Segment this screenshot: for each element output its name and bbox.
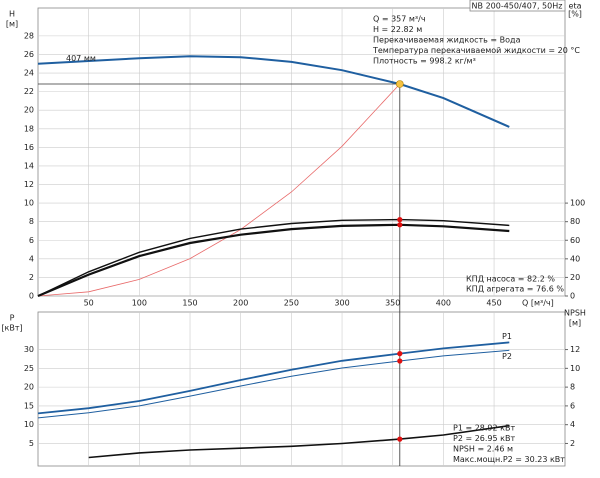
title-box [469,0,566,12]
y2-axis-unit: [%] [568,10,582,19]
info-line: Макс.мощн.P2 = 30.23 кВт [453,455,565,464]
y-axis-unit: [м] [6,20,18,29]
y-tick-label: 4 [29,254,34,263]
curve-label: P1 [502,332,512,341]
operating-dot [397,217,403,223]
y2-tick-label: 0 [570,292,575,301]
x-tick-label: 150 [182,299,197,308]
x-tick-label: 300 [334,299,349,308]
operating-dot [397,436,403,442]
y2-tick-label: 6 [570,401,575,410]
info-line: NPSH = 2.46 м [453,445,513,454]
y2-tick-label: 8 [570,383,575,392]
operating-dot [397,358,403,364]
y2-tick-label: 10 [570,364,580,373]
y-tick-label: 22 [24,87,34,96]
y2-tick-label: 40 [570,254,580,263]
y2-axis-label: eta [569,2,582,11]
y-axis-unit: [кВт] [1,324,22,333]
curve [88,424,510,459]
x-tick-label: 100 [132,299,147,308]
info-line: H = 22.82 м [373,25,422,34]
info-line: КПД насоса = 82.2 % [466,275,555,284]
y-tick-label: 24 [24,69,34,78]
x-tick-label: 350 [385,299,400,308]
x-tick-label: 50 [84,299,94,308]
curve [37,341,510,415]
curve [37,223,510,298]
y-tick-label: 6 [29,236,34,245]
curve [37,55,510,128]
y-tick-label: 20 [24,383,34,392]
y-tick-label: 28 [24,31,34,40]
y2-tick-label: 100 [570,199,585,208]
info-line: Перекачиваемая жидкость = Вода [373,36,521,45]
info-line: P2 = 26.95 кВт [453,434,515,443]
y2-tick-label: 4 [570,420,575,429]
y-tick-label: 20 [24,106,34,115]
curve [37,218,510,297]
y-tick-label: 25 [24,364,34,373]
y-tick-label: 26 [24,50,34,59]
y-tick-label: 12 [24,180,34,189]
info-line: Плотность = 998.2 кг/м³ [373,57,476,66]
y2-tick-label: 12 [570,345,580,354]
y-tick-label: 18 [24,124,34,133]
y2-axis-label: NPSH [564,309,586,318]
chart-title: NB 200-450/407, 50Hz [472,2,563,11]
x-tick-label: 450 [486,299,501,308]
x-tick-label: 400 [436,299,451,308]
curve [37,83,401,297]
y-tick-label: 5 [29,439,34,448]
y-axis-label: H [9,10,15,19]
plot-frame [37,311,566,467]
y-axis-label: P [10,314,15,323]
y-tick-label: 30 [24,345,34,354]
y2-tick-label: 2 [570,439,575,448]
curve-label: P2 [502,352,512,361]
y-tick-label: 2 [29,273,34,282]
curve [37,349,510,419]
y2-tick-label: 80 [570,217,580,226]
y2-tick-label: 60 [570,236,580,245]
info-line: КПД агрегата = 76.6 % [466,285,564,294]
y2-axis-unit: [м] [569,319,581,328]
info-line: Q = 357 м³/ч [373,15,426,24]
x-axis-label: Q [м³/ч] [522,299,554,308]
y-tick-label: 10 [24,420,34,429]
y-tick-label: 16 [24,143,34,152]
y-tick-label: 15 [24,401,34,410]
info-line: Температура перекачиваемой жидкости = 20… [372,46,580,55]
y-tick-label: 0 [29,292,34,301]
operating-dot [397,222,403,228]
info-line: P1 = 28.92 кВт [453,424,515,433]
duty-point [396,80,404,88]
y-tick-label: 14 [24,161,34,170]
y2-tick-label: 20 [570,273,580,282]
curve-label: 407 мм [66,54,96,63]
x-tick-label: 250 [284,299,299,308]
y-tick-label: 10 [24,199,34,208]
x-tick-label: 200 [233,299,248,308]
y-tick-label: 8 [29,217,34,226]
operating-dot [397,351,403,357]
